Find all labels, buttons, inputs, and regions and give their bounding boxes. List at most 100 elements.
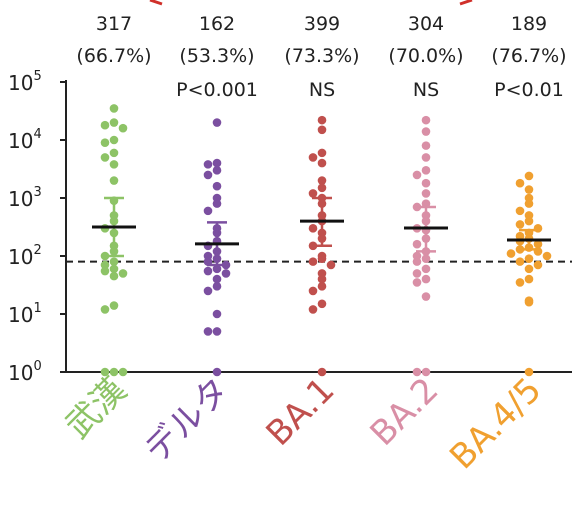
column-headers: 317 (66.7%) 162 (53.3%) P<0.001 399 (73.3%) NS 3… [76, 13, 566, 101]
data-point [524, 297, 534, 307]
data-point [326, 260, 336, 270]
data-point [524, 216, 534, 226]
data-point [212, 158, 222, 168]
y-tick-label: 104 [8, 127, 42, 153]
data-point [421, 141, 431, 150]
data-point [212, 327, 222, 336]
data-point [421, 153, 431, 162]
category-labels: 武漢 デルタ BA.1 BA.2BA.4/5 [58, 370, 549, 477]
data-point [109, 301, 119, 310]
data-point [412, 278, 422, 287]
geomean-label: 317 [96, 13, 132, 35]
data-point [317, 274, 327, 284]
data-point [421, 115, 431, 125]
data-point [100, 367, 110, 377]
category-label: BA.4/5 [442, 370, 549, 477]
data-point [100, 305, 110, 314]
data-point [515, 220, 525, 229]
data-point [524, 254, 534, 263]
column-2 [195, 118, 239, 377]
data-point [412, 170, 422, 180]
data-point [317, 148, 327, 158]
data-point [212, 282, 222, 291]
data-point [421, 189, 431, 198]
data-point [308, 153, 318, 162]
data-point [421, 166, 431, 175]
data-point [515, 257, 525, 266]
percent-label: (76.7%) [491, 45, 566, 67]
data-point [317, 125, 327, 135]
data-point [118, 367, 128, 377]
y-tick-label: 100 [8, 359, 42, 385]
data-point [412, 257, 422, 266]
data-point [212, 274, 222, 284]
data-point [317, 282, 327, 291]
data-point [109, 257, 119, 266]
data-point [524, 199, 534, 208]
data-point [317, 299, 327, 309]
category-label: BA.2 [363, 370, 447, 454]
percent-label: (53.3%) [179, 45, 254, 67]
column-5 [506, 171, 552, 377]
data-point [524, 367, 534, 377]
column-4 [404, 115, 448, 377]
category-label: デルタ [137, 370, 237, 470]
data-point [100, 120, 110, 130]
data-point [308, 305, 318, 314]
data-point [203, 286, 213, 296]
pvalue-label: P<0.001 [176, 79, 258, 101]
data-point [118, 123, 128, 133]
data-point [542, 251, 552, 261]
category-label: 武漢 [58, 370, 134, 446]
data-point [212, 166, 222, 175]
data-point [412, 239, 422, 249]
data-point [421, 254, 431, 263]
y-tick-label: 103 [8, 185, 42, 211]
data-point [515, 206, 525, 216]
data-point [118, 269, 128, 278]
data-point [421, 264, 431, 274]
data-point [203, 266, 213, 276]
data-point [109, 160, 119, 169]
data-point [212, 181, 222, 191]
data-point [533, 239, 543, 249]
data-point [212, 309, 222, 319]
y-tick-label: 101 [8, 301, 42, 327]
data-point [515, 278, 525, 287]
geomean-label: 189 [511, 13, 547, 35]
y-tick-label: 102 [8, 243, 42, 269]
percent-label: (70.0%) [388, 45, 463, 67]
data-point [109, 135, 119, 145]
data-point [212, 199, 222, 208]
data-point [221, 269, 231, 278]
data-point [100, 260, 110, 270]
data-point [524, 264, 534, 274]
data-point [109, 104, 119, 113]
data-point [524, 171, 534, 181]
data-point [421, 367, 431, 377]
data-point [317, 176, 327, 185]
data-point [100, 138, 110, 147]
data-point [308, 189, 318, 198]
pvalue-label: NS [309, 79, 335, 101]
data-point [533, 224, 543, 233]
data-point [109, 367, 119, 377]
percent-label: (66.7%) [76, 45, 151, 67]
data-point [100, 266, 110, 276]
data-point [308, 257, 318, 266]
data-point [212, 118, 222, 127]
data-point [203, 160, 213, 169]
data-point [412, 367, 422, 377]
data-point [317, 158, 327, 168]
data-point [308, 286, 318, 296]
data-point [524, 185, 534, 194]
category-label: BA.1 [259, 370, 343, 454]
data-point [109, 148, 119, 158]
data-point [212, 367, 222, 377]
data-point [317, 367, 327, 377]
data-point [506, 249, 516, 258]
data-point [109, 264, 119, 274]
data-point [317, 115, 327, 125]
pvalue-label: P<0.01 [494, 79, 564, 101]
